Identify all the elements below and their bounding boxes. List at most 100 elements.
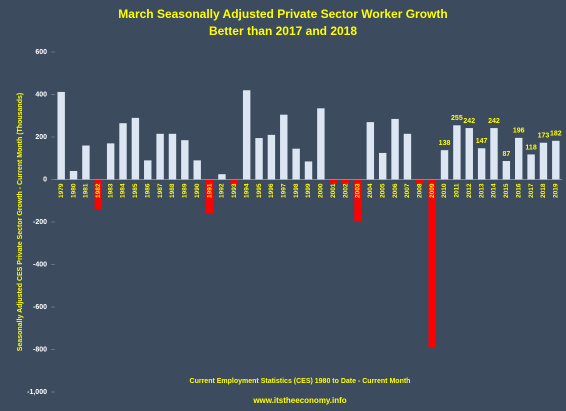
- x-tick-label: 2016: [515, 183, 522, 198]
- bar: [255, 138, 263, 180]
- y-tick-label: -1,000: [27, 389, 47, 396]
- x-tick-label: 2013: [478, 183, 485, 198]
- x-tick-label: 2004: [367, 183, 374, 198]
- y-tick-label: 0: [43, 176, 47, 183]
- data-label: 255: [451, 115, 463, 122]
- bar: [317, 108, 325, 180]
- data-label: 147: [476, 138, 488, 145]
- chart-subtitle: Better than 2017 and 2018: [209, 24, 357, 38]
- bar: [502, 161, 511, 180]
- bar: [106, 143, 115, 180]
- y-axis-label: Seasonally Adjusted CES Private Sector G…: [17, 93, 24, 351]
- bar: [57, 91, 65, 180]
- x-tick-label: 1993: [231, 183, 238, 198]
- y-tick-label: -600: [33, 304, 47, 311]
- bar: [329, 179, 337, 184]
- bar: [156, 133, 164, 180]
- data-label: 242: [463, 118, 475, 125]
- bar: [341, 179, 350, 184]
- bar: [465, 128, 473, 180]
- y-tick-label: 400: [35, 91, 47, 98]
- bar: [280, 114, 288, 180]
- x-tick-label: 2019: [553, 183, 560, 198]
- bar: [515, 137, 523, 180]
- x-tick-label: 1982: [95, 183, 102, 198]
- y-tick-label: -200: [33, 219, 47, 226]
- y-tick-label: 200: [35, 134, 47, 141]
- bar: [477, 148, 486, 180]
- x-tick-label: 2007: [404, 183, 411, 198]
- x-tick-label: 2018: [540, 183, 547, 198]
- x-tick-label: 1987: [157, 183, 164, 198]
- bar: [292, 148, 300, 180]
- x-tick-label: 2015: [503, 183, 510, 198]
- x-tick-label: 2002: [342, 183, 349, 198]
- x-tick-label: 1996: [268, 183, 275, 198]
- x-tick-label: 1986: [144, 183, 151, 198]
- y-tick-label: -800: [33, 346, 47, 353]
- bar: [242, 90, 251, 180]
- bar: [490, 128, 498, 180]
- bar: [193, 160, 201, 180]
- x-tick-label: 1981: [83, 183, 90, 198]
- x-tick-label: 1994: [243, 183, 250, 198]
- x-tick-label: 2012: [466, 183, 473, 198]
- data-label: 242: [488, 118, 500, 125]
- x-tick-label: 1998: [293, 183, 300, 198]
- x-tick-label: 1992: [219, 183, 226, 198]
- x-tick-label: 1985: [132, 183, 139, 198]
- bar: [428, 179, 436, 348]
- data-label: 118: [525, 144, 536, 151]
- x-tick-label: 2010: [441, 183, 448, 198]
- x-tick-label: 1995: [256, 183, 263, 198]
- bar: [416, 179, 424, 184]
- bar: [218, 174, 226, 180]
- source: www.itstheeconomy.info: [252, 396, 346, 405]
- bar: [440, 150, 449, 180]
- bar: [181, 140, 189, 180]
- bar: [378, 152, 387, 180]
- footnote: Current Employment Statistics (CES) 1980…: [190, 378, 411, 385]
- x-tick-label: 2009: [429, 183, 436, 198]
- bar: [69, 171, 78, 180]
- bar: [230, 179, 239, 185]
- x-tick-label: 2011: [454, 183, 461, 197]
- data-label: 196: [513, 128, 525, 135]
- bar: [168, 133, 177, 180]
- x-tick-label: 2001: [330, 183, 337, 198]
- x-tick-label: 1991: [206, 183, 213, 198]
- bar: [205, 179, 214, 214]
- x-tick-label: 1980: [70, 183, 77, 198]
- data-label: 138: [439, 140, 451, 147]
- y-tick-label: -400: [33, 261, 47, 268]
- x-tick-label: 1999: [305, 183, 312, 198]
- bar: [391, 118, 399, 180]
- x-tick-label: 2008: [417, 183, 424, 198]
- bar: [131, 117, 140, 180]
- data-label: 173: [538, 133, 550, 140]
- bar: [82, 145, 90, 180]
- bar: [539, 142, 548, 180]
- x-tick-label: 2000: [318, 183, 325, 198]
- data-label: 87: [502, 151, 510, 158]
- x-tick-label: 1983: [107, 183, 114, 198]
- x-tick-label: 2003: [355, 183, 362, 198]
- x-tick-label: 2014: [491, 183, 498, 198]
- x-tick-label: 1989: [182, 183, 189, 198]
- x-tick-label: 1988: [169, 183, 176, 198]
- bar: [94, 179, 102, 210]
- x-tick-label: 2006: [392, 183, 399, 198]
- x-tick-label: 1984: [120, 183, 127, 198]
- bar: [119, 123, 127, 180]
- bar: [552, 140, 560, 180]
- x-tick-label: 2005: [379, 183, 386, 198]
- data-label: 182: [550, 131, 562, 138]
- bar: [366, 122, 375, 180]
- bar: [403, 133, 412, 180]
- bar: [144, 160, 152, 180]
- bar: [527, 154, 535, 180]
- chart-title: March Seasonally Adjusted Private Sector…: [118, 7, 447, 21]
- bar: [304, 161, 313, 180]
